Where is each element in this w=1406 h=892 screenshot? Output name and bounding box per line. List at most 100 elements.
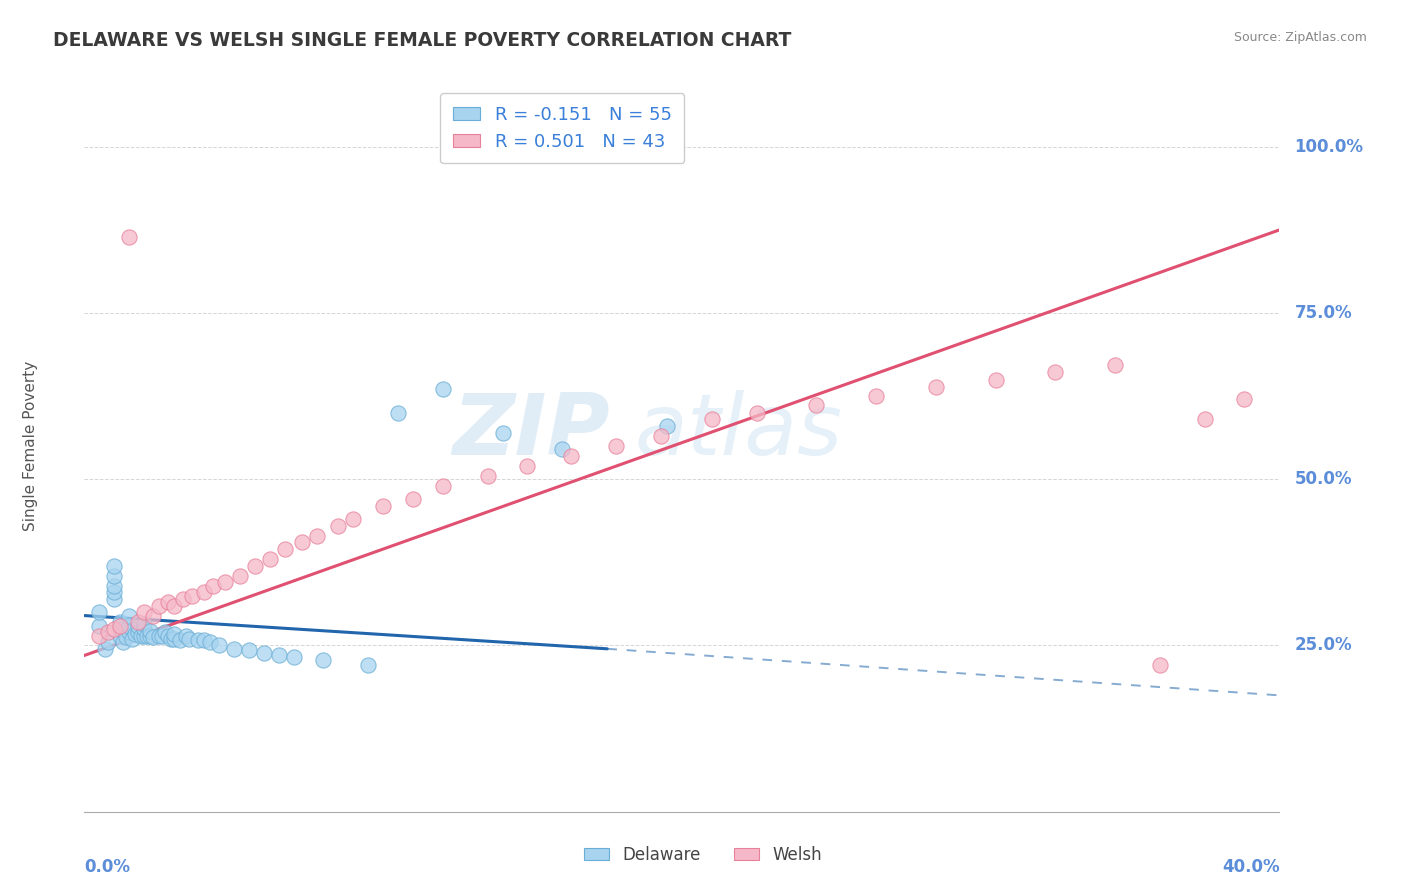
Point bbox=[291, 535, 314, 549]
Point bbox=[172, 591, 194, 606]
Point bbox=[103, 558, 125, 573]
Point bbox=[806, 398, 828, 412]
Point bbox=[402, 492, 425, 507]
Point bbox=[222, 641, 245, 656]
Point bbox=[127, 618, 149, 632]
Point bbox=[925, 380, 948, 394]
Text: 50.0%: 50.0% bbox=[1295, 470, 1353, 488]
Point bbox=[328, 518, 350, 533]
Point bbox=[150, 628, 173, 642]
Point bbox=[97, 635, 120, 649]
Point bbox=[174, 628, 197, 642]
Point bbox=[208, 639, 231, 653]
Text: 0.0%: 0.0% bbox=[84, 858, 131, 876]
Text: 25.0%: 25.0% bbox=[1295, 637, 1353, 655]
Point bbox=[984, 372, 1007, 386]
Point bbox=[387, 406, 409, 420]
Point bbox=[312, 653, 335, 667]
Point bbox=[1194, 412, 1216, 426]
Point bbox=[198, 635, 221, 649]
Point bbox=[110, 628, 132, 642]
Point bbox=[142, 630, 165, 644]
Point bbox=[121, 632, 143, 646]
Point bbox=[655, 419, 678, 434]
Point bbox=[112, 635, 135, 649]
Point bbox=[110, 622, 132, 636]
Point bbox=[193, 585, 215, 599]
Legend: Delaware, Welsh: Delaware, Welsh bbox=[578, 839, 828, 871]
Text: 40.0%: 40.0% bbox=[1222, 858, 1279, 876]
Point bbox=[132, 628, 156, 642]
Point bbox=[89, 618, 111, 632]
Point bbox=[228, 568, 252, 582]
Point bbox=[148, 599, 170, 613]
Text: 75.0%: 75.0% bbox=[1295, 304, 1353, 322]
Text: ZIP: ZIP bbox=[453, 390, 610, 473]
Point bbox=[650, 429, 672, 443]
Point bbox=[118, 625, 141, 640]
Text: DELAWARE VS WELSH SINGLE FEMALE POVERTY CORRELATION CHART: DELAWARE VS WELSH SINGLE FEMALE POVERTY … bbox=[53, 31, 792, 50]
Text: Source: ZipAtlas.com: Source: ZipAtlas.com bbox=[1233, 31, 1367, 45]
Point bbox=[110, 615, 132, 630]
Point bbox=[516, 458, 538, 473]
Point bbox=[214, 575, 236, 590]
Point bbox=[94, 641, 117, 656]
Point bbox=[157, 628, 180, 642]
Point bbox=[560, 449, 582, 463]
Point bbox=[148, 628, 170, 642]
Point bbox=[103, 585, 125, 599]
Point bbox=[139, 624, 162, 638]
Point bbox=[432, 383, 454, 397]
Point bbox=[193, 633, 215, 648]
Point bbox=[157, 595, 180, 609]
Point bbox=[153, 625, 176, 640]
Point bbox=[605, 439, 627, 453]
Point bbox=[243, 558, 266, 573]
Point bbox=[169, 633, 191, 648]
Point bbox=[1045, 365, 1067, 379]
Legend: R = -0.151   N = 55, R = 0.501   N = 43: R = -0.151 N = 55, R = 0.501 N = 43 bbox=[440, 93, 685, 163]
Point bbox=[142, 608, 165, 623]
Point bbox=[163, 632, 186, 646]
Point bbox=[136, 628, 159, 642]
Point bbox=[139, 628, 162, 642]
Point bbox=[201, 579, 224, 593]
Point bbox=[118, 618, 141, 632]
Point bbox=[477, 469, 499, 483]
Point bbox=[110, 618, 132, 632]
Point bbox=[492, 425, 515, 440]
Point bbox=[373, 499, 395, 513]
Point bbox=[307, 529, 329, 543]
Point bbox=[253, 647, 276, 661]
Point bbox=[1233, 392, 1256, 407]
Point bbox=[700, 412, 723, 426]
Point bbox=[551, 442, 574, 457]
Text: Single Female Poverty: Single Female Poverty bbox=[22, 361, 38, 531]
Point bbox=[132, 605, 156, 619]
Point bbox=[103, 622, 125, 636]
Point bbox=[238, 643, 260, 657]
Point bbox=[103, 579, 125, 593]
Point bbox=[163, 626, 186, 640]
Point bbox=[132, 622, 156, 636]
Point bbox=[259, 552, 281, 566]
Text: atlas: atlas bbox=[634, 390, 842, 473]
Point bbox=[118, 608, 141, 623]
Point bbox=[115, 630, 138, 644]
Point bbox=[357, 658, 380, 673]
Point bbox=[177, 632, 200, 646]
Point bbox=[865, 389, 887, 403]
Point bbox=[267, 648, 290, 663]
Point bbox=[127, 625, 149, 640]
Point bbox=[283, 650, 305, 665]
Point bbox=[1149, 658, 1171, 673]
Point bbox=[129, 628, 152, 642]
Point bbox=[132, 616, 156, 631]
Text: 100.0%: 100.0% bbox=[1295, 137, 1364, 156]
Point bbox=[181, 589, 204, 603]
Point bbox=[163, 599, 186, 613]
Point bbox=[103, 591, 125, 606]
Point bbox=[342, 512, 364, 526]
Point bbox=[273, 542, 295, 557]
Point bbox=[97, 625, 120, 640]
